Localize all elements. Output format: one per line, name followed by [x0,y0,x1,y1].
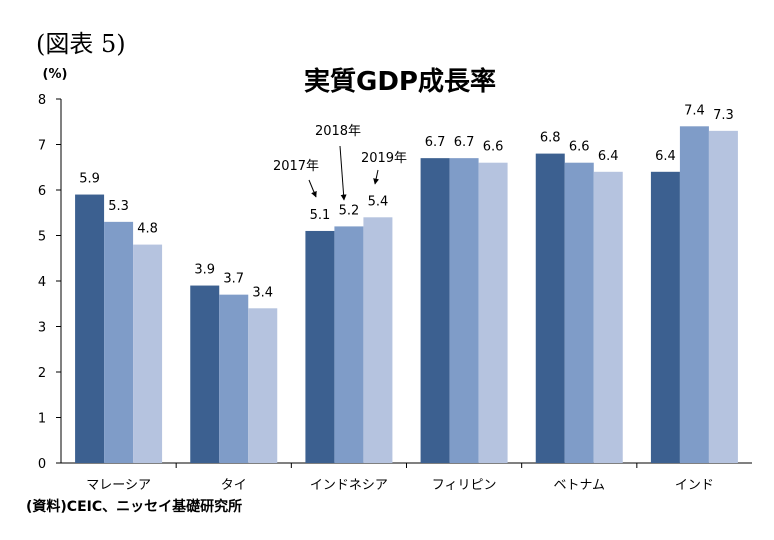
data-label: 6.8 [540,131,561,146]
data-label: 3.4 [252,285,273,300]
bar [363,217,393,463]
data-label: 3.7 [223,272,244,287]
x-tick-label: インドネシア [310,478,388,493]
annotation-label: 2019年 [361,151,407,166]
y-axis-label: (%) [43,67,68,82]
data-label: 4.8 [137,222,158,237]
data-label: 6.4 [655,149,676,164]
y-tick-label: 0 [38,457,46,472]
bar [75,194,105,464]
data-label: 6.6 [569,140,590,155]
bar [104,221,134,463]
x-tick-label: タイ [221,478,247,493]
data-label: 5.3 [108,199,129,214]
annotation-arrow [373,169,380,185]
data-label: 3.9 [194,263,215,278]
data-label: 5.4 [368,194,389,209]
data-label: 5.9 [79,172,100,187]
data-label: 7.3 [713,108,734,123]
figure-label: (図表 5) [36,30,126,58]
y-tick-label: 8 [38,93,46,108]
bar [564,162,594,463]
bar [190,285,220,463]
data-label: 6.7 [425,135,446,150]
y-tick-label: 2 [38,366,46,381]
bar [449,158,479,463]
bar [133,244,163,463]
x-tick-label: フィリピン [432,478,497,493]
y-tick-label: 1 [38,412,46,427]
data-label: 6.7 [454,135,475,150]
bar [679,126,709,464]
x-tick-label: インド [675,478,714,493]
bar [219,294,249,463]
y-tick-label: 3 [38,321,46,336]
bar [420,158,450,463]
bar [305,230,335,463]
x-tick-label: マレーシア [86,478,151,493]
annotation-arrow [339,145,347,201]
bar [708,130,738,463]
chart-title: 実質GDP成長率 [304,66,496,97]
bar [535,153,565,463]
y-tick-label: 6 [38,184,46,199]
data-label: 5.2 [339,203,360,218]
y-tick-label: 5 [38,230,46,245]
source-note: (資料)CEIC、ニッセイ基礎研究所 [26,499,243,515]
data-label: 6.6 [483,140,504,155]
annotation-label: 2017年 [273,159,319,174]
plot-area: 0 1 2 3 4 5 6 7 8 5.9 5.3 4.8 マレーシア 3.9 3.7 3.4 タイ 5.1 5.2… [38,93,752,493]
data-label: 6.4 [598,149,619,164]
y-tick-label: 7 [38,139,46,154]
x-tick-label: ベトナム [553,478,605,493]
bar [478,162,508,463]
bar [593,171,623,464]
bar [248,308,278,463]
annotation-label: 2018年 [315,124,361,139]
bar [334,226,364,463]
data-label: 7.4 [684,103,705,118]
y-tick-label: 4 [38,275,46,290]
data-label: 5.1 [310,208,331,223]
annotation-arrow [308,179,317,198]
bar [650,171,680,464]
